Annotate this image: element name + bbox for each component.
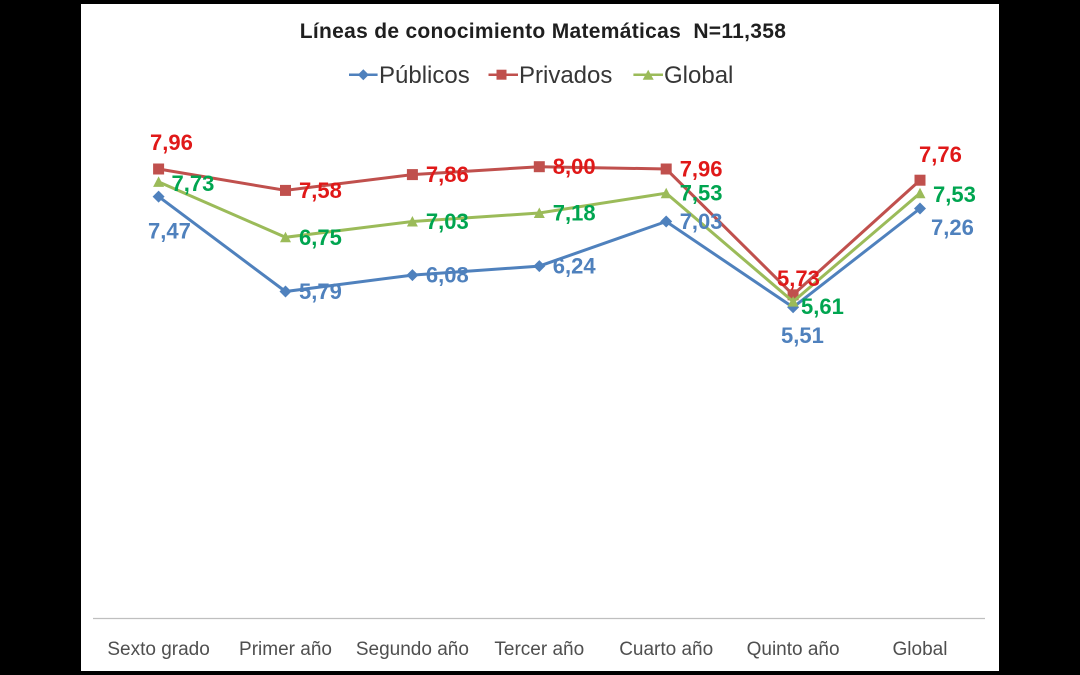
svg-text:Tercer año: Tercer año xyxy=(494,639,584,660)
svg-text:5,73: 5,73 xyxy=(777,266,820,291)
svg-text:Global: Global xyxy=(664,62,733,89)
svg-text:Sexto grado: Sexto grado xyxy=(107,639,209,660)
svg-text:Públicos: Públicos xyxy=(379,62,470,89)
svg-text:7,26: 7,26 xyxy=(931,215,974,240)
svg-text:5,61: 5,61 xyxy=(801,294,844,319)
svg-text:8,00: 8,00 xyxy=(553,154,596,179)
svg-text:7,96: 7,96 xyxy=(680,157,723,182)
svg-text:7,18: 7,18 xyxy=(553,201,596,226)
svg-text:7,76: 7,76 xyxy=(919,142,962,167)
svg-text:7,03: 7,03 xyxy=(426,209,469,234)
svg-text:7,73: 7,73 xyxy=(172,171,215,196)
svg-text:Quinto año: Quinto año xyxy=(747,639,840,660)
svg-text:6,24: 6,24 xyxy=(553,254,597,279)
svg-text:7,03: 7,03 xyxy=(680,209,723,234)
svg-text:Primer año: Primer año xyxy=(239,639,332,660)
svg-text:7,53: 7,53 xyxy=(933,182,976,207)
svg-text:7,86: 7,86 xyxy=(426,162,469,187)
svg-text:5,51: 5,51 xyxy=(781,323,824,348)
svg-text:7,47: 7,47 xyxy=(148,219,191,244)
svg-text:5,79: 5,79 xyxy=(299,279,342,304)
svg-text:7,53: 7,53 xyxy=(680,181,723,206)
svg-text:Cuarto año: Cuarto año xyxy=(619,639,713,660)
svg-text:Líneas de conocimiento Matemát: Líneas de conocimiento Matemáticas N=11,… xyxy=(300,20,786,43)
svg-text:6,08: 6,08 xyxy=(426,263,469,288)
svg-text:7,58: 7,58 xyxy=(299,178,342,203)
svg-text:Global: Global xyxy=(893,639,948,660)
svg-text:Segundo año: Segundo año xyxy=(356,639,469,660)
svg-text:Privados: Privados xyxy=(519,62,612,89)
svg-text:6,75: 6,75 xyxy=(299,225,342,250)
svg-text:7,96: 7,96 xyxy=(150,130,193,155)
